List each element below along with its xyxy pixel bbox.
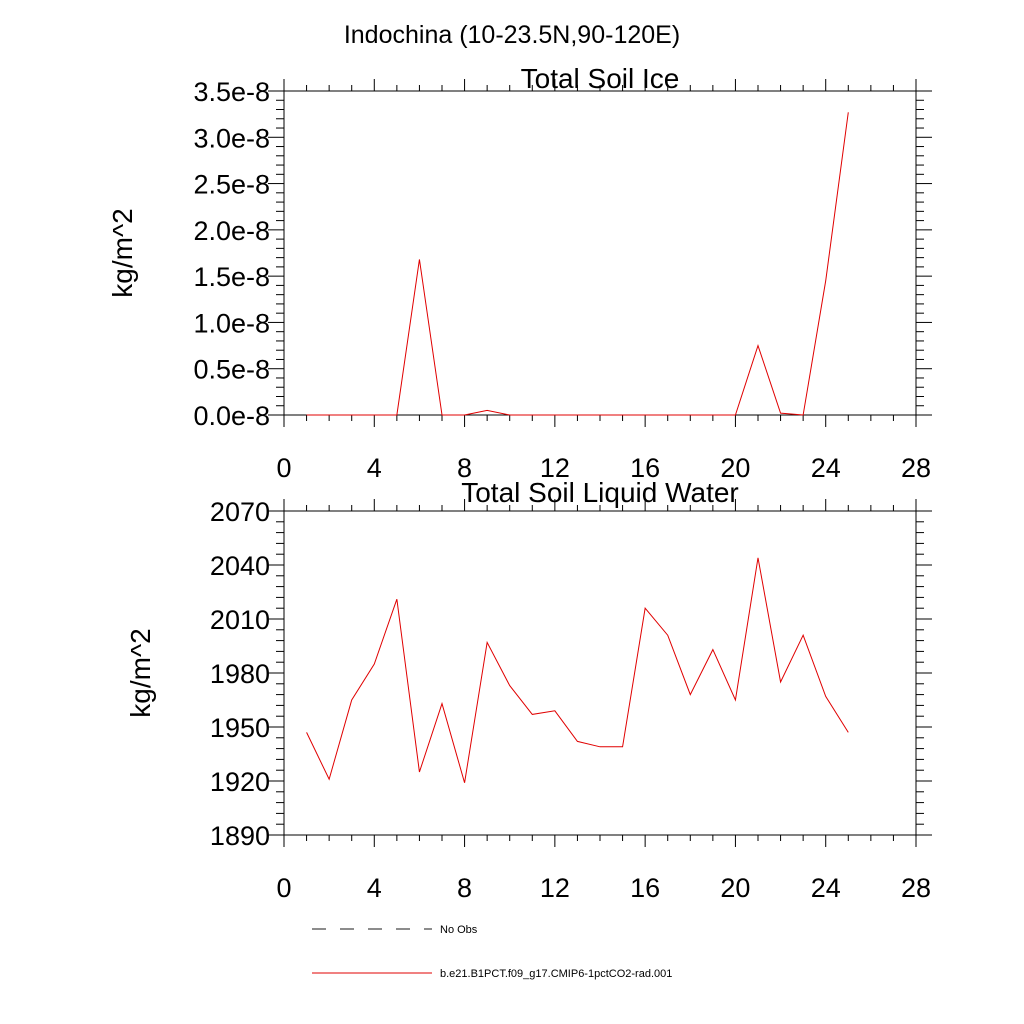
- series-line: [306, 112, 849, 416]
- y-tick-label: 3.0e-8: [193, 123, 270, 153]
- y-axis-label: kg/m^2: [125, 628, 156, 717]
- x-tick-label: 20: [720, 453, 750, 483]
- x-tick-label: 24: [811, 873, 841, 903]
- y-tick-label: 0.0e-8: [193, 401, 270, 431]
- series-line: [306, 557, 849, 783]
- main-title: Indochina (10-23.5N,90-120E): [344, 21, 680, 49]
- x-tick-label: 16: [630, 453, 660, 483]
- x-tick-label: 16: [630, 873, 660, 903]
- y-tick-label: 1890: [210, 821, 270, 851]
- x-tick-label: 12: [540, 873, 570, 903]
- x-tick-label: 28: [901, 453, 931, 483]
- y-axis-label: kg/m^2: [107, 208, 138, 297]
- y-tick-label: 1980: [210, 659, 270, 689]
- y-tick-label: 1950: [210, 713, 270, 743]
- y-tick-label: 0.5e-8: [193, 355, 270, 385]
- y-tick-label: 2040: [210, 551, 270, 581]
- panel-2: Total Soil Liquid Water kg/m^2 0 4 8 12 16 20 24…: [125, 477, 932, 903]
- x-tick-label: 0: [276, 873, 291, 903]
- x-tick-label: 28: [901, 873, 931, 903]
- legend: No Obs b.e21.B1PCT.f09_g17.CMIP6-1pctCO2…: [312, 924, 672, 980]
- legend-label-no-obs: No Obs: [440, 924, 478, 936]
- x-tick-label: 4: [367, 873, 382, 903]
- x-tick-label: 8: [457, 453, 472, 483]
- y-tick-label: 3.5e-8: [193, 77, 270, 107]
- y-tick-label: 1.0e-8: [193, 308, 270, 338]
- panel-title: Total Soil Liquid Water: [461, 477, 739, 508]
- x-tick-label: 4: [367, 453, 382, 483]
- y-tick-label: 2.5e-8: [193, 170, 270, 200]
- legend-label-model: b.e21.B1PCT.f09_g17.CMIP6-1pctCO2-rad.00…: [440, 968, 672, 980]
- y-tick-label: 1920: [210, 767, 270, 797]
- x-tick-label: 12: [540, 453, 570, 483]
- y-tick-label: 2070: [210, 497, 270, 527]
- x-tick-label: 24: [811, 453, 841, 483]
- plot-frame: [283, 90, 917, 416]
- x-tick-label: 20: [720, 873, 750, 903]
- x-tick-label: 0: [276, 453, 291, 483]
- x-tick-label: 8: [457, 873, 472, 903]
- y-tick-label: 2.0e-8: [193, 216, 270, 246]
- y-tick-label: 2010: [210, 605, 270, 635]
- plot-frame: [283, 510, 917, 836]
- y-tick-label: 1.5e-8: [193, 262, 270, 292]
